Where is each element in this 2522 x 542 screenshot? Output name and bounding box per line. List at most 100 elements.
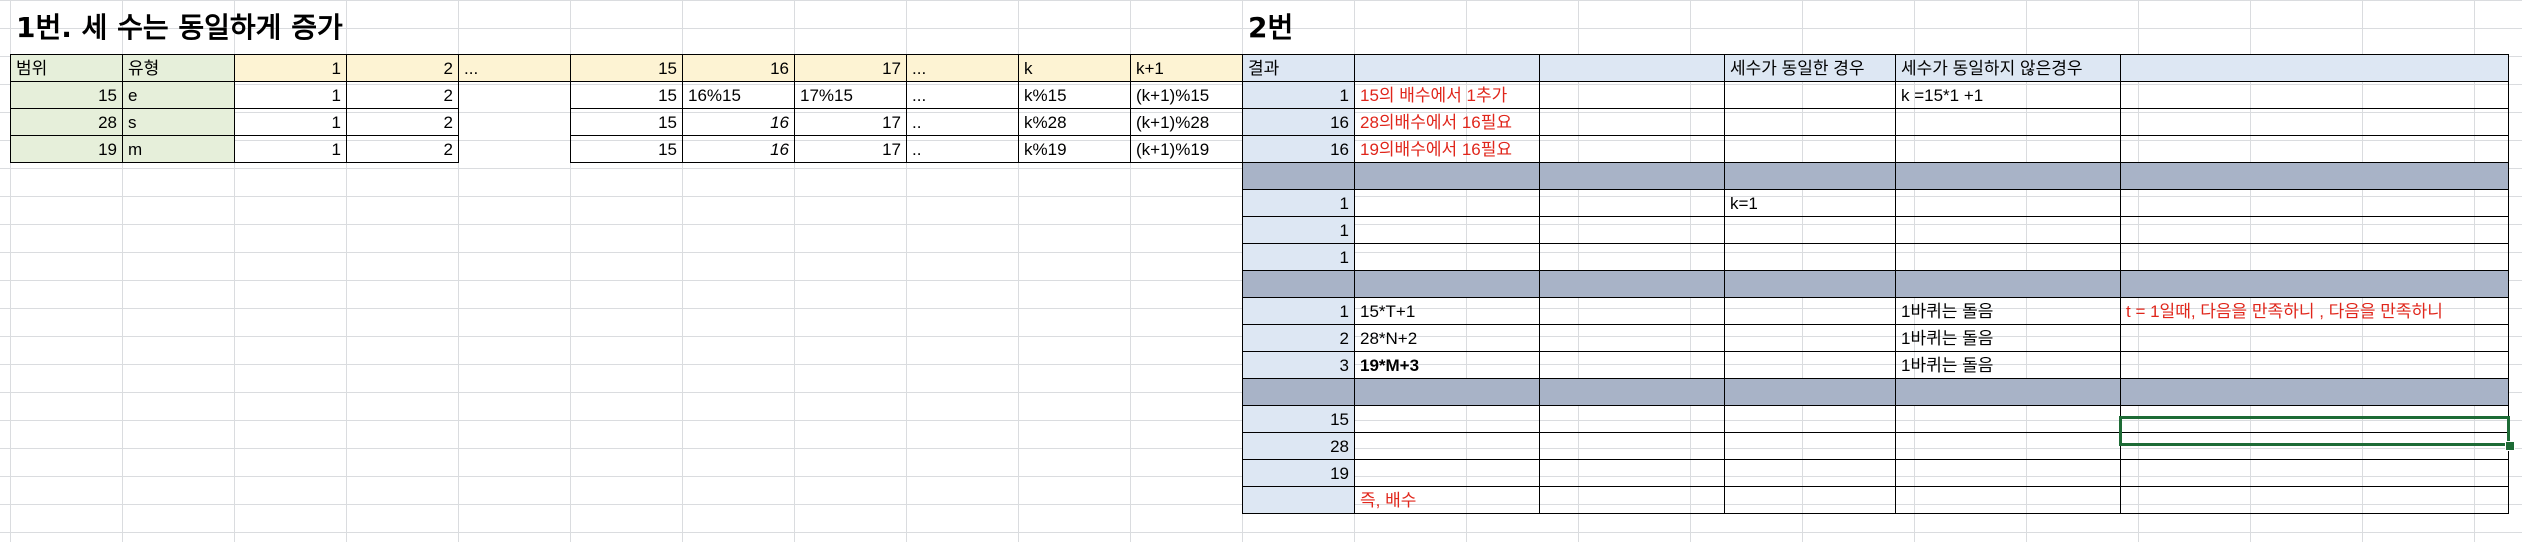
table-cell[interactable]: 2	[346, 81, 459, 109]
table-cell[interactable]	[458, 81, 571, 109]
result-cell[interactable]: 28	[1242, 432, 1355, 460]
table-cell[interactable]: k=1	[1724, 189, 1896, 217]
table-cell[interactable]	[1539, 405, 1725, 433]
table-cell[interactable]	[1895, 135, 2121, 163]
result-cell[interactable]: 2	[1242, 324, 1355, 352]
table-cell[interactable]	[2120, 189, 2509, 217]
table-cell[interactable]	[1539, 216, 1725, 244]
table-cell[interactable]	[1724, 324, 1896, 352]
table-cell[interactable]: k%15	[1018, 81, 1131, 109]
header-k-plus-1[interactable]: k+1	[1130, 54, 1243, 82]
result-cell[interactable]: 16	[1242, 108, 1355, 136]
table-cell[interactable]: 1	[234, 81, 347, 109]
header-1[interactable]: 1	[234, 54, 347, 82]
table-cell[interactable]	[2120, 243, 2509, 271]
table-cell[interactable]	[1539, 108, 1725, 136]
table-cell[interactable]	[1539, 81, 1725, 109]
result-cell[interactable]	[1242, 486, 1355, 514]
separator-row-cell[interactable]	[2120, 270, 2509, 298]
header-blank-1[interactable]	[1354, 54, 1540, 82]
separator-row-cell[interactable]	[1354, 270, 1540, 298]
separator-row-cell[interactable]	[1539, 270, 1725, 298]
result-cell[interactable]: 1	[1242, 297, 1355, 325]
table-cell[interactable]: k%28	[1018, 108, 1131, 136]
result-cell[interactable]: 1	[1242, 216, 1355, 244]
result-cell[interactable]: 19	[1242, 459, 1355, 487]
result-cell[interactable]: 1	[1242, 189, 1355, 217]
table-cell[interactable]	[1895, 216, 2121, 244]
table-cell[interactable]: 17	[794, 108, 907, 136]
table-cell[interactable]	[1539, 432, 1725, 460]
separator-row-cell[interactable]	[1539, 162, 1725, 190]
table-cell[interactable]: 2	[346, 108, 459, 136]
table-cell[interactable]	[2120, 351, 2509, 379]
table-cell[interactable]: ...	[906, 81, 1019, 109]
range-cell[interactable]: 15	[10, 81, 123, 109]
separator-row-cell[interactable]	[1724, 378, 1896, 406]
note-cell[interactable]	[1354, 405, 1540, 433]
table-cell[interactable]	[458, 108, 571, 136]
table-cell[interactable]: 15	[570, 108, 683, 136]
table-cell[interactable]	[1724, 405, 1896, 433]
header-range[interactable]: 범위	[10, 54, 123, 82]
table-cell[interactable]	[1724, 297, 1896, 325]
table-cell[interactable]	[1895, 243, 2121, 271]
table-cell[interactable]	[1895, 108, 2121, 136]
result-cell[interactable]: 15	[1242, 405, 1355, 433]
table-cell[interactable]	[1895, 405, 2121, 433]
note-cell[interactable]: 15*T+1	[1354, 297, 1540, 325]
separator-row-cell[interactable]	[1354, 378, 1540, 406]
table-cell[interactable]	[1895, 189, 2121, 217]
table-cell[interactable]	[1724, 216, 1896, 244]
table-cell[interactable]: 15	[570, 81, 683, 109]
table-cell[interactable]: k =15*1 +1	[1895, 81, 2121, 109]
separator-row-cell[interactable]	[1895, 270, 2121, 298]
header-result[interactable]: 결과	[1242, 54, 1355, 82]
table-cell[interactable]: ..	[906, 135, 1019, 163]
result-cell[interactable]: 16	[1242, 135, 1355, 163]
table-cell[interactable]: 1바퀴는 돌음	[1895, 351, 2121, 379]
table-cell[interactable]	[1724, 432, 1896, 460]
table-cell[interactable]: (k+1)%15	[1130, 81, 1243, 109]
separator-row-cell[interactable]	[1242, 162, 1355, 190]
table-cell[interactable]	[2120, 486, 2509, 514]
note-cell[interactable]	[1354, 432, 1540, 460]
table-cell[interactable]	[458, 135, 571, 163]
table-cell[interactable]	[1724, 486, 1896, 514]
type-cell[interactable]: m	[122, 135, 235, 163]
table-cell[interactable]	[2120, 81, 2509, 109]
note-cell[interactable]: 19의배수에서 16필요	[1354, 135, 1540, 163]
separator-row-cell[interactable]	[1242, 378, 1355, 406]
separator-row-cell[interactable]	[1724, 162, 1896, 190]
result-cell[interactable]: 1	[1242, 243, 1355, 271]
separator-row-cell[interactable]	[1895, 162, 2121, 190]
table-cell[interactable]: 2	[346, 135, 459, 163]
table-cell[interactable]: 16	[682, 108, 795, 136]
note-cell[interactable]	[1354, 189, 1540, 217]
table-cell[interactable]	[2120, 108, 2509, 136]
table-cell[interactable]	[1539, 189, 1725, 217]
note-cell[interactable]	[1354, 243, 1540, 271]
table-cell[interactable]: (k+1)%19	[1130, 135, 1243, 163]
separator-row-cell[interactable]	[2120, 162, 2509, 190]
fill-handle[interactable]	[2505, 441, 2515, 451]
header-k[interactable]: k	[1018, 54, 1131, 82]
note-cell[interactable]	[1354, 459, 1540, 487]
table-cell[interactable]	[1724, 459, 1896, 487]
header-15[interactable]: 15	[570, 54, 683, 82]
header-blank-2[interactable]	[1539, 54, 1725, 82]
range-cell[interactable]: 19	[10, 135, 123, 163]
header-type[interactable]: 유형	[122, 54, 235, 82]
table-cell[interactable]: t = 1일때, 다음을 만족하니 , 다음을 만족하니	[2120, 297, 2509, 325]
header-16[interactable]: 16	[682, 54, 795, 82]
table-cell[interactable]	[1895, 459, 2121, 487]
table-cell[interactable]	[1724, 108, 1896, 136]
table-cell[interactable]	[1895, 432, 2121, 460]
header-ellipsis-2[interactable]: ...	[906, 54, 1019, 82]
range-cell[interactable]: 28	[10, 108, 123, 136]
result-cell[interactable]: 1	[1242, 81, 1355, 109]
selected-cell[interactable]	[2119, 416, 2510, 446]
note-cell[interactable]: 28*N+2	[1354, 324, 1540, 352]
header-not-same-case[interactable]: 세수가 동일하지 않은경우	[1895, 54, 2121, 82]
table-cell[interactable]: (k+1)%28	[1130, 108, 1243, 136]
